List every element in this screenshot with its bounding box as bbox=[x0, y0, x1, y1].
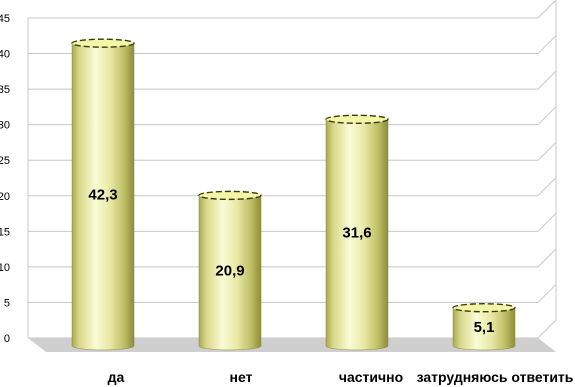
bar: 20,9 bbox=[198, 190, 262, 351]
gridline-depth bbox=[537, 70, 557, 90]
y-tick-label: 40 bbox=[0, 49, 10, 61]
data-label: 5,1 bbox=[474, 319, 495, 336]
bar-top bbox=[452, 303, 516, 313]
bar-top bbox=[325, 114, 389, 124]
gridline-depth bbox=[537, 0, 557, 19]
gridline-depth bbox=[537, 177, 557, 197]
gridline-depth bbox=[537, 284, 557, 303]
bars-layer: 42,3 20,9 31,6 5,1 bbox=[71, 38, 516, 351]
gridline-depth bbox=[537, 141, 557, 161]
y-tick-label: 0 bbox=[4, 333, 10, 345]
chart-floor bbox=[28, 338, 556, 352]
gridline-depth bbox=[537, 106, 557, 126]
data-label: 20,9 bbox=[215, 263, 244, 280]
gridline-depth bbox=[537, 319, 557, 339]
y-tick-label: 20 bbox=[0, 191, 10, 203]
y-tick-label: 5 bbox=[4, 297, 10, 309]
bar: 42,3 bbox=[71, 38, 135, 351]
y-tick-label: 35 bbox=[0, 84, 10, 96]
bar-body bbox=[452, 307, 516, 351]
bar-body bbox=[71, 42, 135, 351]
y-tick-label: 25 bbox=[0, 155, 10, 167]
category-labels: да нет частично затрудняюсь ответить bbox=[108, 369, 574, 385]
y-axis: 0 5 10 15 20 25 30 35 40 45 bbox=[0, 13, 29, 345]
data-label: 31,6 bbox=[342, 225, 371, 242]
y-tick-label: 45 bbox=[0, 13, 10, 25]
category-label: частично bbox=[339, 369, 403, 385]
data-label: 42,3 bbox=[88, 187, 117, 204]
bar: 31,6 bbox=[325, 114, 389, 351]
bar-body bbox=[198, 195, 262, 351]
bar-body bbox=[325, 119, 389, 351]
gridline-depth bbox=[537, 212, 557, 232]
gridline-depth bbox=[537, 248, 557, 268]
y-tick-label: 15 bbox=[0, 226, 10, 238]
y-tick-label: 30 bbox=[0, 120, 10, 132]
gridline-depth bbox=[537, 35, 557, 54]
category-label: затрудняюсь ответить bbox=[417, 369, 574, 385]
bar-top bbox=[71, 38, 135, 48]
bar: 5,1 bbox=[452, 303, 516, 351]
category-label: да bbox=[108, 369, 125, 385]
y-tick-label: 10 bbox=[0, 262, 10, 274]
category-label: нет bbox=[230, 369, 253, 385]
bar-top bbox=[198, 190, 262, 201]
